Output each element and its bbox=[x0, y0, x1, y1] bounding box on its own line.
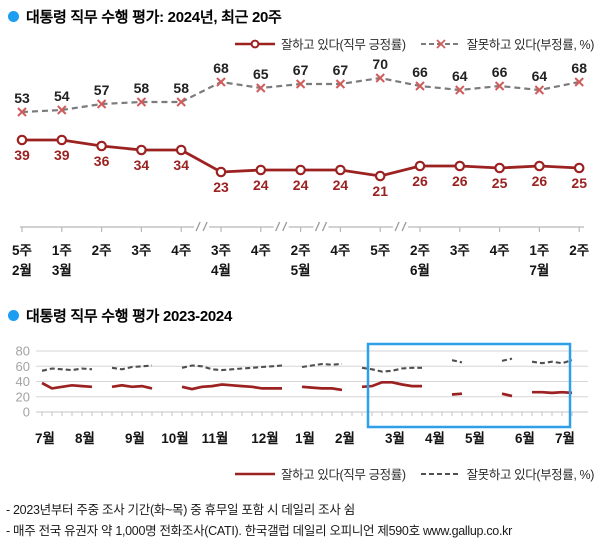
svg-text:24: 24 bbox=[333, 177, 349, 193]
svg-text:11월: 11월 bbox=[202, 430, 229, 446]
svg-text:4주: 4주 bbox=[171, 243, 191, 258]
svg-text:7월: 7월 bbox=[529, 262, 549, 278]
svg-text:4주: 4주 bbox=[490, 243, 510, 258]
svg-text:3주: 3주 bbox=[211, 243, 231, 258]
svg-text:26: 26 bbox=[452, 173, 468, 189]
svg-text:65: 65 bbox=[253, 66, 269, 82]
svg-text:68: 68 bbox=[571, 60, 587, 76]
blue-bullet-icon bbox=[8, 11, 19, 22]
svg-text:1주: 1주 bbox=[52, 243, 72, 258]
footnote-1: - 2023년부터 주중 조사 기간(화~목) 중 휴무일 포함 시 데일리 조… bbox=[6, 503, 355, 517]
svg-text:6월: 6월 bbox=[515, 430, 535, 446]
svg-text:8월: 8월 bbox=[75, 430, 95, 446]
svg-text:54: 54 bbox=[54, 88, 70, 104]
svg-text:36: 36 bbox=[94, 153, 110, 169]
blue-bullet-icon bbox=[8, 310, 19, 321]
svg-text:34: 34 bbox=[173, 157, 189, 173]
legend-approve: 잘하고 있다(직무 긍정률) bbox=[234, 34, 406, 53]
legend-disapprove: 잘못하고 있다(부정률, %) bbox=[420, 464, 594, 483]
svg-text:24: 24 bbox=[293, 177, 309, 193]
svg-text:4월: 4월 bbox=[211, 262, 231, 278]
svg-text:5월: 5월 bbox=[465, 430, 485, 446]
svg-text:6월: 6월 bbox=[410, 262, 430, 278]
svg-text:64: 64 bbox=[452, 68, 468, 84]
footnote-2: - 매주 전국 유권자 약 1,000명 전화조사(CATI). 한국갤럽 데일… bbox=[6, 524, 512, 538]
svg-text:5월: 5월 bbox=[291, 262, 311, 278]
legend-approve: 잘하고 있다(직무 긍정률) bbox=[234, 464, 406, 483]
svg-text:58: 58 bbox=[134, 80, 150, 96]
svg-text:10월: 10월 bbox=[161, 430, 188, 446]
svg-text:5주: 5주 bbox=[12, 243, 32, 258]
svg-text:66: 66 bbox=[492, 64, 508, 80]
svg-text:3월: 3월 bbox=[52, 262, 72, 278]
svg-text:34: 34 bbox=[134, 157, 150, 173]
svg-text:57: 57 bbox=[94, 82, 110, 98]
chart1-title-row: 대통령 직무 수행 평가: 2024년, 최근 20주 bbox=[8, 6, 282, 27]
svg-text:80: 80 bbox=[16, 344, 30, 359]
svg-text:4월: 4월 bbox=[425, 430, 445, 446]
legend-approve-label: 잘하고 있다(직무 긍정률) bbox=[280, 38, 406, 52]
svg-text:2월: 2월 bbox=[335, 430, 355, 446]
svg-text:20: 20 bbox=[16, 389, 30, 404]
svg-text:2주: 2주 bbox=[92, 243, 112, 258]
svg-text:23: 23 bbox=[213, 179, 229, 195]
svg-text:21: 21 bbox=[372, 183, 388, 199]
svg-text:2주: 2주 bbox=[410, 243, 430, 258]
legend-disapprove-label: 잘못하고 있다(부정률, %) bbox=[466, 468, 595, 482]
svg-text:3주: 3주 bbox=[131, 243, 151, 258]
approve-solid-line-sample-icon bbox=[234, 472, 275, 475]
svg-text:2주: 2주 bbox=[569, 243, 589, 258]
svg-text:67: 67 bbox=[333, 62, 349, 78]
footnotes: - 2023년부터 주중 조사 기간(화~목) 중 휴무일 포함 시 데일리 조… bbox=[6, 500, 512, 542]
svg-text:68: 68 bbox=[213, 60, 229, 76]
svg-text:1주: 1주 bbox=[529, 243, 549, 258]
svg-text:3주: 3주 bbox=[450, 243, 470, 258]
legend-approve-label: 잘하고 있다(직무 긍정률) bbox=[280, 468, 406, 482]
svg-text:26: 26 bbox=[412, 173, 428, 189]
svg-text:53: 53 bbox=[14, 90, 30, 106]
svg-text:2주: 2주 bbox=[291, 243, 311, 258]
svg-text:39: 39 bbox=[14, 147, 30, 163]
approve-line-circle-sample-icon bbox=[234, 39, 275, 48]
svg-text:4주: 4주 bbox=[330, 243, 350, 258]
svg-text:25: 25 bbox=[492, 175, 508, 191]
svg-text:5주: 5주 bbox=[370, 243, 390, 258]
disapprove-dashed-line-sample-icon bbox=[420, 472, 461, 475]
legend-disapprove-label: 잘못하고 있다(부정률, %) bbox=[466, 38, 595, 52]
svg-text:40: 40 bbox=[16, 374, 30, 389]
chart1-legend: 잘하고 있다(직무 긍정률) 잘못하고 있다(부정률, %) bbox=[0, 34, 594, 53]
svg-text:2월: 2월 bbox=[12, 262, 32, 278]
svg-text:1월: 1월 bbox=[295, 430, 315, 446]
svg-text:7월: 7월 bbox=[555, 430, 575, 446]
chart2-title-row: 대통령 직무 수행 평가 2023-2024 bbox=[8, 305, 232, 326]
svg-text:66: 66 bbox=[412, 64, 428, 80]
svg-text:70: 70 bbox=[372, 56, 388, 72]
chart1-title: 대통령 직무 수행 평가: 2024년, 최근 20주 bbox=[26, 9, 282, 26]
svg-text:24: 24 bbox=[253, 177, 269, 193]
svg-text:0: 0 bbox=[23, 405, 30, 420]
svg-text:9월: 9월 bbox=[125, 430, 145, 446]
svg-text:7월: 7월 bbox=[35, 430, 55, 446]
svg-text:4주: 4주 bbox=[251, 243, 271, 258]
disapprove-dashed-x-sample-icon bbox=[420, 38, 461, 49]
svg-text:39: 39 bbox=[54, 147, 70, 163]
chart2-title: 대통령 직무 수행 평가 2023-2024 bbox=[26, 308, 233, 325]
legend-disapprove: 잘못하고 있다(부정률, %) bbox=[420, 34, 594, 53]
chart2-legend: 잘하고 있다(직무 긍정률) 잘못하고 있다(부정률, %) bbox=[0, 464, 594, 483]
svg-text:58: 58 bbox=[173, 80, 189, 96]
svg-text:60: 60 bbox=[16, 359, 30, 374]
svg-text:67: 67 bbox=[293, 62, 309, 78]
svg-text:25: 25 bbox=[571, 175, 587, 191]
weekly-approval-chart-2024: 5주 1주 2주 3주 4주 3주 4주 2주 4주 5주 2주 3주 4주 1주 2주 2월 3월 4월 5월 6월… bbox=[12, 56, 589, 278]
svg-text:12월: 12월 bbox=[251, 430, 278, 446]
svg-text:3월: 3월 bbox=[385, 430, 405, 446]
svg-text:26: 26 bbox=[532, 173, 548, 189]
svg-text:64: 64 bbox=[532, 68, 548, 84]
